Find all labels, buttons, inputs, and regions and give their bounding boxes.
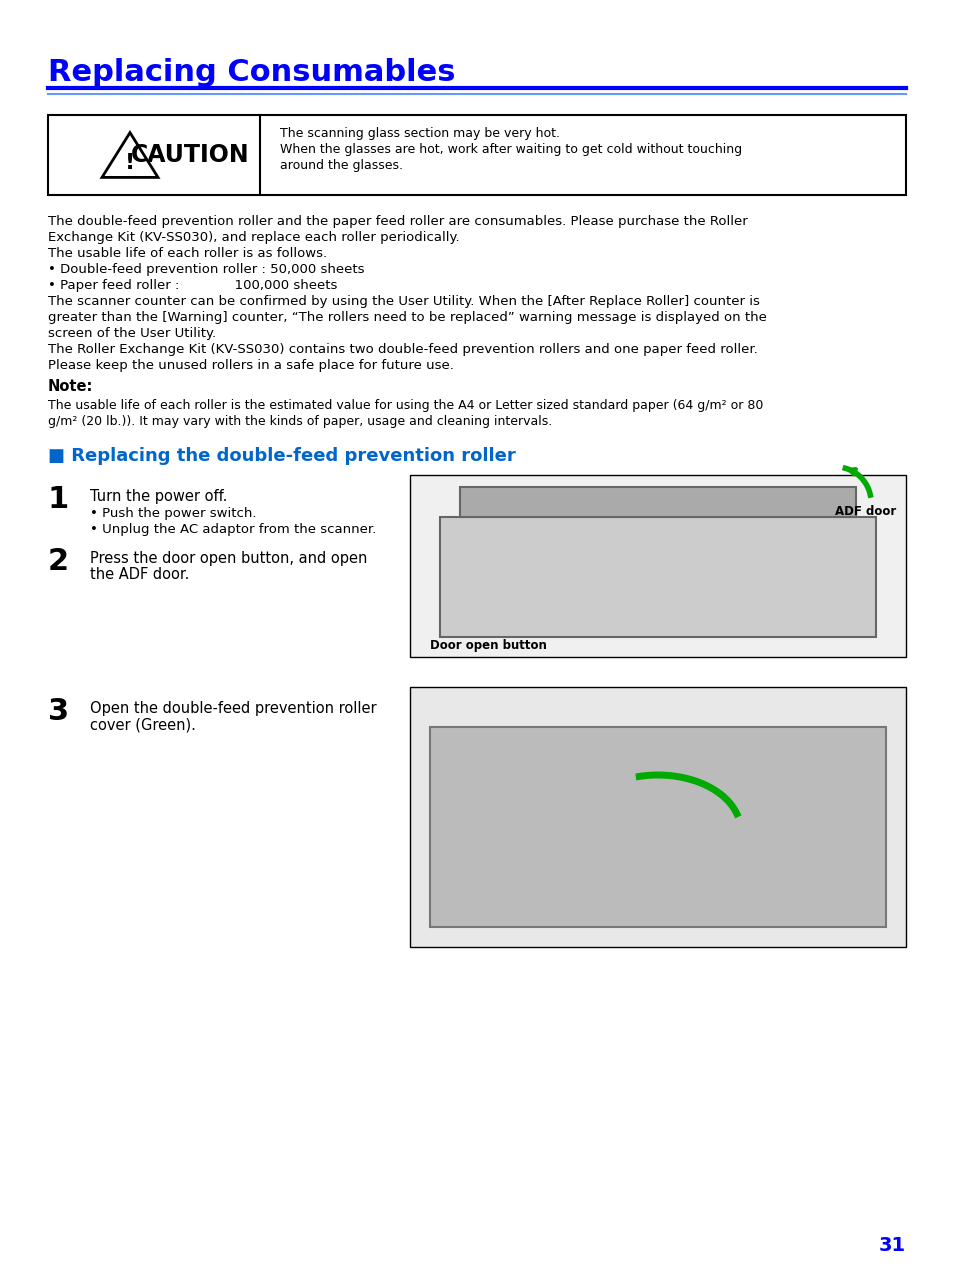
Bar: [410, 475, 905, 657]
Text: Door open button: Door open button: [430, 640, 546, 652]
Text: The usable life of each roller is the estimated value for using the A4 or Letter: The usable life of each roller is the es…: [48, 399, 762, 412]
Bar: [430, 727, 885, 927]
Text: • Paper feed roller :             100,000 sheets: • Paper feed roller : 100,000 sheets: [48, 279, 337, 292]
Text: • Double-feed prevention roller : 50,000 sheets: • Double-feed prevention roller : 50,000…: [48, 262, 364, 276]
Text: ADF door: ADF door: [834, 505, 895, 519]
Text: 3: 3: [48, 697, 69, 726]
Text: CAUTION: CAUTION: [131, 143, 249, 167]
Text: • Push the power switch.: • Push the power switch.: [90, 507, 256, 520]
Bar: [459, 487, 855, 517]
Text: 1: 1: [48, 485, 70, 513]
Text: The Roller Exchange Kit (KV-SS030) contains two double-feed prevention rollers a: The Roller Exchange Kit (KV-SS030) conta…: [48, 343, 757, 355]
Text: !: !: [125, 153, 135, 173]
Text: • Unplug the AC adaptor from the scanner.: • Unplug the AC adaptor from the scanner…: [90, 524, 375, 536]
Text: Turn the power off.: Turn the power off.: [90, 489, 227, 505]
Text: ■ Replacing the double-feed prevention roller: ■ Replacing the double-feed prevention r…: [48, 447, 516, 465]
Text: Press the door open button, and open: Press the door open button, and open: [90, 550, 367, 566]
Text: Replacing Consumables: Replacing Consumables: [48, 59, 455, 87]
Text: cover (Green).: cover (Green).: [90, 717, 195, 733]
Bar: [410, 687, 905, 947]
Text: the ADF door.: the ADF door.: [90, 567, 190, 582]
Text: 31: 31: [878, 1236, 905, 1255]
Text: 2: 2: [48, 547, 69, 576]
Text: When the glasses are hot, work after waiting to get cold without touching: When the glasses are hot, work after wai…: [280, 143, 741, 155]
Text: greater than the [Warning] counter, “The rollers need to be replaced” warning me: greater than the [Warning] counter, “The…: [48, 311, 766, 324]
Bar: [439, 517, 875, 637]
Text: The double-feed prevention roller and the paper feed roller are consumables. Ple: The double-feed prevention roller and th…: [48, 215, 747, 228]
Text: The scanning glass section may be very hot.: The scanning glass section may be very h…: [280, 127, 559, 140]
Text: The usable life of each roller is as follows.: The usable life of each roller is as fol…: [48, 247, 327, 260]
Text: g/m² (20 lb.)). It may vary with the kinds of paper, usage and cleaning interval: g/m² (20 lb.)). It may vary with the kin…: [48, 415, 552, 428]
Text: Exchange Kit (KV-SS030), and replace each roller periodically.: Exchange Kit (KV-SS030), and replace eac…: [48, 231, 459, 245]
Text: screen of the User Utility.: screen of the User Utility.: [48, 327, 216, 340]
Text: Open the double-feed prevention roller: Open the double-feed prevention roller: [90, 701, 376, 716]
Text: around the glasses.: around the glasses.: [280, 159, 402, 172]
Bar: [48, 115, 905, 195]
Text: Note:: Note:: [48, 378, 93, 394]
Text: The scanner counter can be confirmed by using the User Utility. When the [After : The scanner counter can be confirmed by …: [48, 296, 760, 308]
Text: Please keep the unused rollers in a safe place for future use.: Please keep the unused rollers in a safe…: [48, 359, 454, 372]
